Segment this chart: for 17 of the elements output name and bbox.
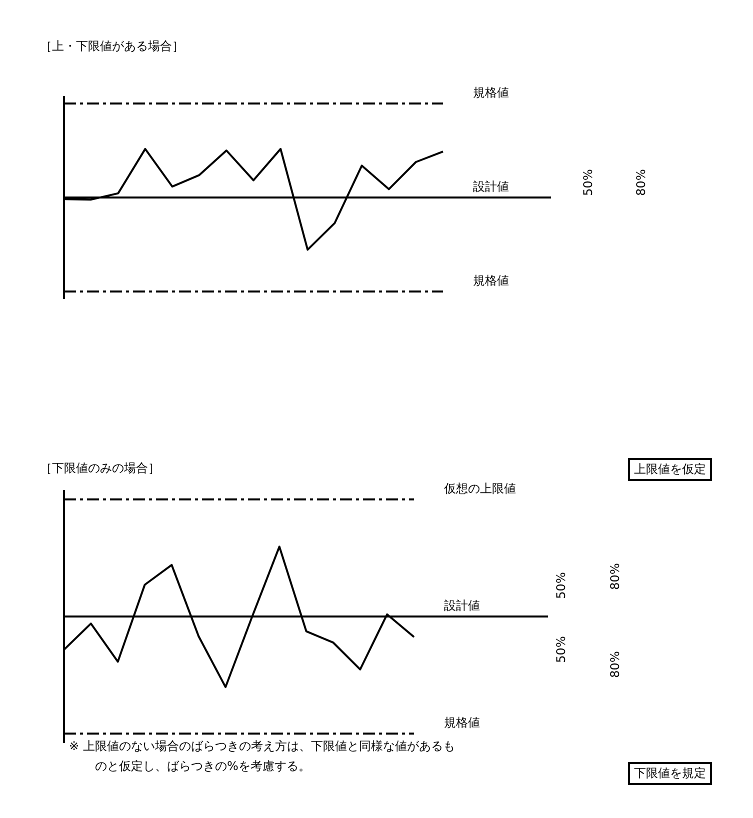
chart-title: ［下限値のみの場合］ (40, 461, 160, 475)
ref-line-label: 設計値 (473, 180, 509, 194)
text: 下限値を規定 (628, 762, 712, 785)
ref-line-label: 仮想の上限値 (443, 481, 516, 496)
text: 80% (608, 563, 622, 590)
ref-line-label: 規格値 (473, 273, 509, 288)
text: 50% (554, 572, 568, 599)
chart-title: ［上・下限値がある場合］ (40, 39, 184, 53)
text: 50% (581, 169, 595, 196)
text: 80% (634, 169, 648, 196)
ref-line-label: 設計値 (444, 598, 480, 612)
text: ※ 上限値のない場合のばらつきの考え方は、下限値と同様な値があるものと仮定し、ばらつきの%を考慮する。 (69, 738, 456, 775)
text: 50% (554, 636, 568, 663)
text: 上限値を仮定 (628, 458, 712, 481)
ref-line-label: 規格値 (444, 716, 480, 730)
ref-line-label: 規格値 (473, 86, 509, 100)
text: 80% (608, 651, 622, 678)
